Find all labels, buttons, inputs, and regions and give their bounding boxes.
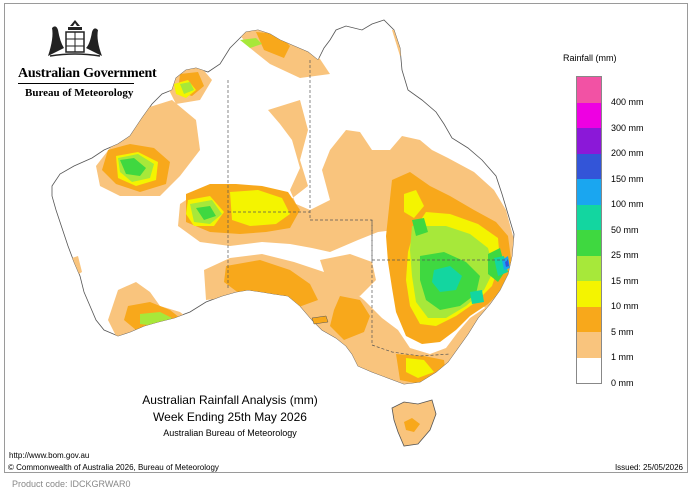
legend-label: 100 mm	[611, 199, 644, 209]
legend-label: 25 mm	[611, 250, 639, 260]
legend-swatch	[577, 102, 601, 128]
legend-swatch	[577, 153, 601, 179]
coat-of-arms-icon	[48, 20, 102, 57]
government-title: Australian Government	[18, 66, 157, 81]
map-agency: Australian Bureau of Meteorology	[163, 428, 297, 438]
bureau-name: Bureau of Meteorology	[25, 87, 134, 99]
legend-swatch	[577, 332, 601, 358]
legend-swatch	[577, 255, 601, 281]
title-divider	[18, 83, 134, 84]
legend-swatch	[577, 306, 601, 332]
legend-label: 200 mm	[611, 148, 644, 158]
legend-label: 50 mm	[611, 224, 639, 235]
legend-swatch	[577, 77, 601, 103]
legend-label: 1 mm	[611, 352, 634, 362]
kangaroo-island	[311, 315, 329, 325]
legend-label: 0 mm	[611, 377, 634, 388]
bom-url: http://www.bom.gov.au	[9, 451, 90, 460]
legend-label: 300 mm	[611, 122, 644, 133]
map-period: Week Ending 25th May 2026	[153, 410, 307, 424]
issued-date: Issued: 25/05/2026	[614, 463, 683, 472]
legend-swatch	[577, 281, 601, 307]
legend-label: 5 mm	[611, 326, 634, 337]
legend-label: 15 mm	[611, 275, 639, 286]
product-code: Product code: IDCKGRWAR0	[12, 479, 131, 489]
legend-label: 150 mm	[611, 173, 644, 184]
legend-color-bar	[576, 76, 602, 384]
legend-label: 10 mm	[611, 301, 639, 311]
legend-swatch	[577, 179, 601, 205]
legend-swatch	[577, 230, 601, 256]
copyright-notice: © Commonwealth of Australia 2026, Bureau…	[8, 463, 219, 472]
legend-swatch	[577, 204, 601, 230]
legend-title: Rainfall (mm)	[563, 53, 617, 63]
map-title: Australian Rainfall Analysis (mm)	[142, 393, 318, 407]
legend-label: 400 mm	[611, 97, 644, 107]
legend-swatch	[577, 128, 601, 154]
legend-swatch	[577, 357, 601, 383]
